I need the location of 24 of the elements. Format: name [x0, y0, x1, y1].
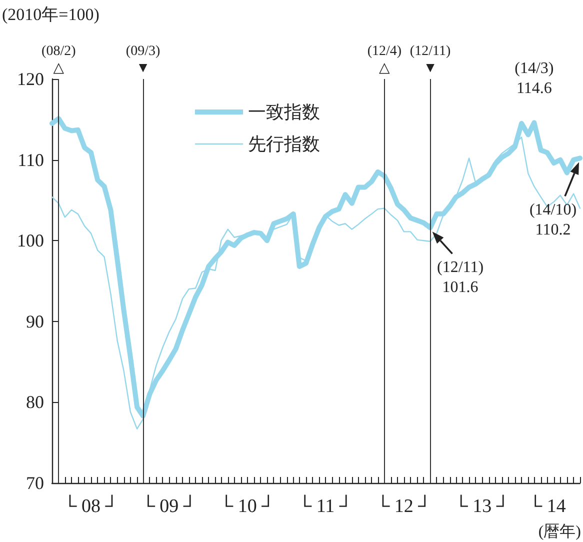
x-tick-label: └ 14	[528, 494, 566, 517]
y-tick-label: 70	[26, 473, 44, 493]
y-tick-label: 110	[18, 150, 44, 170]
legend-label: 一致指数	[248, 102, 320, 122]
x-tick-label: └ 13 ┘	[454, 494, 510, 517]
x-tick-label: └ 11 ┘	[298, 494, 353, 517]
legend-label: 先行指数	[248, 134, 320, 154]
y-tick-label: 90	[26, 311, 44, 332]
x-tick-label: └ 09 ┘	[141, 494, 197, 517]
x-tick-label: └ 12 ┘	[376, 494, 432, 517]
annotation: (12/11) 101.6	[437, 259, 484, 296]
x-axis-title: (暦年)	[538, 524, 581, 540]
y-tick-label: 100	[17, 230, 44, 251]
ref-line-label: (12/11) ▼	[410, 44, 451, 76]
ref-line-label: (09/3) ▼	[126, 44, 160, 76]
y-tick-label: 80	[26, 392, 44, 412]
y-tick-label: 120	[17, 69, 44, 89]
x-tick-label: └ 10 ┘	[220, 494, 276, 517]
annotation: (14/3) 114.6	[514, 60, 554, 98]
ref-line-label: (12/4) △	[367, 44, 402, 76]
annotation: (14/10) 110.2	[529, 202, 577, 239]
y-axis-title: (2010年=100)	[2, 5, 100, 24]
x-tick-label: └ 08 ┘	[63, 494, 119, 517]
ref-line-label: (08/2) △	[42, 44, 76, 76]
